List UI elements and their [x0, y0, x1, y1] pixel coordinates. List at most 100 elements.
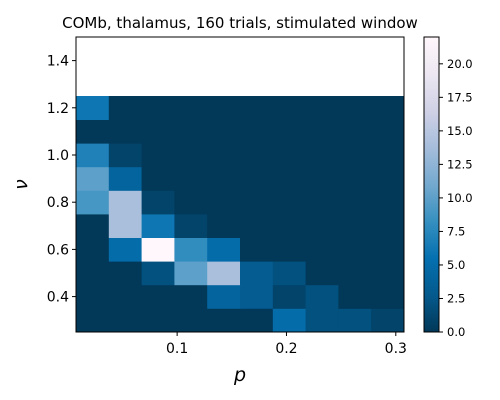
heatmap-cell [240, 190, 273, 214]
heatmap-cell [174, 96, 207, 120]
heatmap-cell [142, 261, 175, 285]
x-axis-label: p [233, 364, 246, 386]
y-tick-label: 0.8 [47, 195, 69, 211]
colorbar-tick-label: 15.0 [447, 124, 473, 138]
heatmap-cell [142, 167, 175, 191]
heatmap-cell [338, 308, 371, 332]
heatmap-cells [76, 96, 404, 332]
chart-title: COMb, thalamus, 160 trials, stimulated w… [62, 14, 418, 32]
heatmap-cell [76, 308, 109, 332]
heatmap-cell [207, 261, 240, 285]
y-tick-label: 1.2 [47, 101, 69, 117]
heatmap-cell [306, 285, 339, 309]
heatmap-cell [207, 238, 240, 262]
heatmap-cell [207, 285, 240, 309]
heatmap-cell [142, 190, 175, 214]
colorbar-tick-label: 17.5 [447, 90, 473, 104]
heatmap-cell [174, 190, 207, 214]
heatmap-cell [76, 190, 109, 214]
heatmap-cell [109, 96, 142, 120]
heatmap-cell [76, 214, 109, 238]
heatmap-cell [109, 308, 142, 332]
heatmap-cell [142, 214, 175, 238]
y-tick-label: 1.0 [47, 148, 69, 164]
x-tick-label: 0.1 [166, 341, 188, 357]
y-axis-label: ν [10, 179, 32, 190]
heatmap-cell [371, 167, 404, 191]
heatmap-cell [76, 285, 109, 309]
heatmap-cell [109, 143, 142, 167]
heatmap-cell [174, 214, 207, 238]
heatmap-cell [109, 190, 142, 214]
y-tick-label: 0.4 [47, 290, 69, 306]
heatmap-cell [306, 96, 339, 120]
heatmap-cell [306, 190, 339, 214]
y-tick-label: 1.4 [47, 54, 69, 70]
heatmap-cell [338, 143, 371, 167]
heatmap-cell [306, 261, 339, 285]
heatmap-cell [240, 120, 273, 144]
heatmap-cell [338, 96, 371, 120]
heatmap-cell [240, 308, 273, 332]
heatmap-cell [306, 238, 339, 262]
heatmap-cell [76, 238, 109, 262]
heatmap-cell [371, 308, 404, 332]
heatmap-cell [240, 214, 273, 238]
heatmap-cell [371, 143, 404, 167]
heatmap-cell [76, 167, 109, 191]
heatmap-cell [240, 143, 273, 167]
heatmap-cell [76, 96, 109, 120]
heatmap-cell [142, 285, 175, 309]
colorbar-tick-label: 2.5 [447, 291, 465, 305]
colorbar-tick-label: 5.0 [447, 258, 465, 272]
heatmap-cell [273, 120, 306, 144]
heatmap-cell [142, 96, 175, 120]
heatmap-cell [371, 120, 404, 144]
heatmap-cell [207, 96, 240, 120]
heatmap-cell [273, 143, 306, 167]
heatmap-cell [76, 261, 109, 285]
heatmap-cell [273, 190, 306, 214]
heatmap-cell [306, 308, 339, 332]
heatmap-cell [76, 120, 109, 144]
heatmap-cell [142, 120, 175, 144]
heatmap-cell [109, 238, 142, 262]
heatmap-cell [109, 120, 142, 144]
heatmap-cell [371, 96, 404, 120]
colorbar-tick-label: 0.0 [447, 325, 465, 339]
heatmap-cell [338, 120, 371, 144]
colorbar [424, 37, 439, 332]
x-tick-label: 0.3 [385, 341, 407, 357]
heatmap-cell [240, 261, 273, 285]
heatmap-cell [240, 285, 273, 309]
heatmap-cell [338, 190, 371, 214]
heatmap-cell [371, 261, 404, 285]
heatmap-cell [174, 285, 207, 309]
heatmap-cell [142, 143, 175, 167]
heatmap-cell [371, 190, 404, 214]
heatmap-cell [273, 96, 306, 120]
colorbar-tick-label: 7.5 [447, 224, 465, 238]
heatmap-cell [109, 285, 142, 309]
heatmap-cell [371, 238, 404, 262]
heatmap-cell [174, 308, 207, 332]
heatmap-cell [109, 214, 142, 238]
heatmap-cell [273, 308, 306, 332]
heatmap-cell [306, 167, 339, 191]
heatmap-cell [174, 238, 207, 262]
heatmap-cell [240, 167, 273, 191]
heatmap-cell [273, 285, 306, 309]
heatmap-cell [273, 167, 306, 191]
heatmap-cell [109, 261, 142, 285]
heatmap-cell [76, 143, 109, 167]
y-axis-ticks: 0.4 0.6 0.8 1.0 1.2 1.4 [47, 54, 76, 306]
heatmap-cell [306, 143, 339, 167]
colorbar-tick-label: 10.0 [447, 191, 473, 205]
colorbar-tick-label: 12.5 [447, 157, 473, 171]
heatmap-cell [306, 120, 339, 144]
heatmap-cell [338, 261, 371, 285]
heatmap-cell [306, 214, 339, 238]
y-tick-label: 0.6 [47, 242, 69, 258]
heatmap-cell [273, 261, 306, 285]
